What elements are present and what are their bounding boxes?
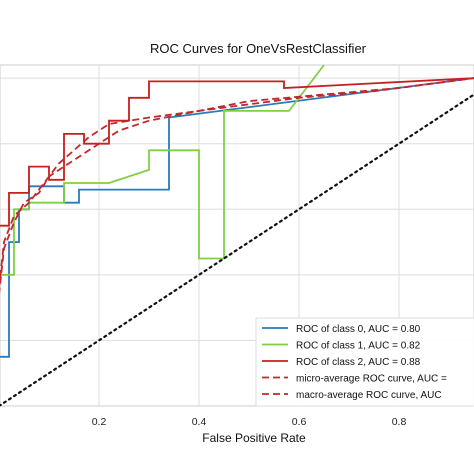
series-line-1 xyxy=(0,64,325,276)
legend-label-0: ROC of class 0, AUC = 0.80 xyxy=(296,324,421,335)
series-line-3 xyxy=(0,77,474,288)
legend-label-2: ROC of class 2, AUC = 0.88 xyxy=(296,357,421,368)
series-line-4 xyxy=(0,77,474,294)
legend: ROC of class 0, AUC = 0.80 ROC of class 1… xyxy=(255,317,474,407)
roc-curves xyxy=(0,64,474,407)
legend-label-4: macro-average ROC curve, AUC xyxy=(296,390,442,401)
legend-label-3: micro-average ROC curve, AUC = xyxy=(296,374,447,385)
legend-box xyxy=(255,317,474,407)
series-line-5 xyxy=(0,93,474,407)
x-tick-label-3: 0.8 xyxy=(392,416,407,428)
x-tick-label-0: 0.2 xyxy=(92,416,107,428)
chart-title: ROC Curves for OneVsRestClassifier xyxy=(150,41,367,56)
x-tick-label-2: 0.6 xyxy=(292,416,307,428)
x-tick-label-1: 0.4 xyxy=(192,416,207,428)
x-axis-label: False Positive Rate xyxy=(202,431,306,445)
legend-label-1: ROC of class 1, AUC = 0.82 xyxy=(296,341,421,352)
x-tick-labels: 0.2 0.4 0.6 0.8 xyxy=(92,416,407,428)
series-line-2 xyxy=(0,77,474,227)
